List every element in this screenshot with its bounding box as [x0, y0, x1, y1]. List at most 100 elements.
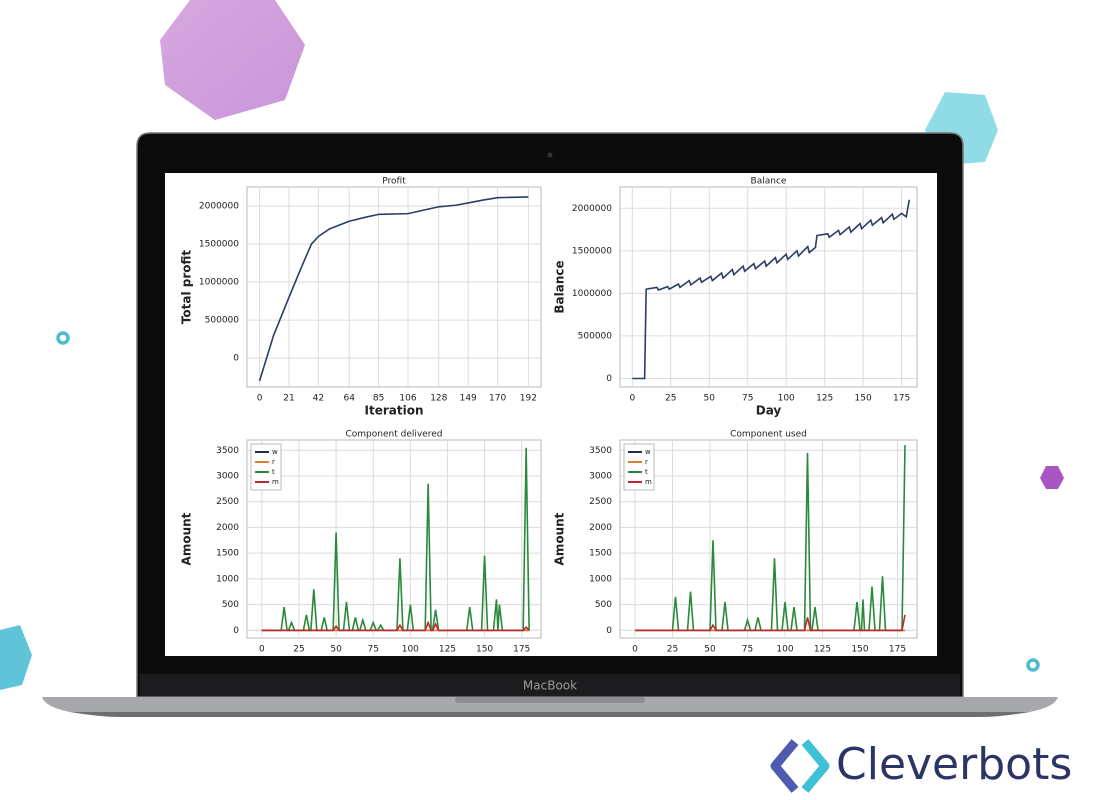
- x-axis-label: Day: [756, 404, 782, 418]
- x-tick-label: 75: [742, 645, 753, 655]
- legend-label: r: [272, 458, 275, 466]
- x-tick-label: 42: [313, 394, 324, 404]
- y-tick-label: 2500: [589, 497, 612, 507]
- chart-title: Balance: [751, 177, 787, 187]
- camera: [547, 152, 553, 158]
- y-tick-label: 1500000: [572, 246, 612, 256]
- x-tick-label: 128: [430, 394, 447, 404]
- y-tick-label: 3500: [216, 446, 239, 456]
- y-tick-label: 3000: [589, 472, 612, 482]
- x-tick-label: 192: [520, 394, 537, 404]
- x-tick-label: 25: [667, 645, 678, 655]
- y-tick-label: 2000: [216, 523, 239, 533]
- y-tick-label: 1500000: [199, 240, 239, 250]
- plot-area: [246, 186, 542, 388]
- legend-label: t: [272, 468, 275, 476]
- x-tick-label: 125: [439, 645, 456, 655]
- data-line: [261, 620, 530, 632]
- legend-label: m: [645, 478, 652, 486]
- logo-mark: [770, 739, 799, 793]
- y-axis-label: Total profit: [180, 250, 194, 325]
- x-tick-label: 21: [283, 394, 294, 404]
- x-tick-label: 75: [367, 645, 378, 655]
- x-tick-label: 149: [460, 394, 477, 404]
- chart-title: Component used: [730, 430, 807, 440]
- data-line: [635, 614, 906, 632]
- x-tick-label: 0: [257, 394, 263, 404]
- x-tick-label: 175: [893, 394, 910, 404]
- x-axis-label: Iteration: [365, 404, 424, 418]
- x-tick-label: 125: [816, 394, 833, 404]
- y-tick-label: 2500: [216, 497, 239, 507]
- x-tick-label: 100: [778, 394, 795, 404]
- x-tick-label: 0: [632, 645, 638, 655]
- x-tick-label: 125: [814, 645, 831, 655]
- x-tick-label: 75: [742, 394, 753, 404]
- legend-label: w: [645, 448, 651, 456]
- y-tick-label: 0: [606, 626, 612, 636]
- laptop-notch: [455, 697, 645, 703]
- y-tick-label: 0: [606, 374, 612, 384]
- bezel-bottom: [140, 674, 960, 696]
- y-tick-label: 2000000: [199, 202, 239, 212]
- laptop-base-shadow: [70, 712, 1030, 717]
- y-tick-label: 3000: [216, 472, 239, 482]
- chart-title: Profit: [382, 177, 406, 187]
- y-tick-label: 2000000: [572, 204, 612, 214]
- x-tick-label: 25: [293, 645, 304, 655]
- x-tick-label: 175: [513, 645, 530, 655]
- y-tick-label: 1500: [589, 549, 612, 559]
- laptop-base: [42, 697, 1058, 712]
- x-tick-label: 100: [402, 645, 419, 655]
- x-tick-label: 25: [665, 394, 676, 404]
- x-tick-label: 100: [776, 645, 793, 655]
- device-label: MacBook: [523, 679, 577, 693]
- brand-name: Cleverbots: [836, 739, 1072, 790]
- legend-label: r: [645, 458, 648, 466]
- y-tick-label: 0: [233, 626, 239, 636]
- y-tick-label: 1500: [216, 549, 239, 559]
- charts: 0 21 42 64 85 106 128 149 170 1920500000100000015…: [180, 177, 918, 655]
- y-tick-label: 0: [233, 354, 239, 364]
- decor-ring: [1026, 658, 1040, 672]
- decor-hexagon: [160, 0, 305, 120]
- x-tick-label: 64: [343, 394, 355, 404]
- x-tick-label: 50: [330, 645, 342, 655]
- decor-ring: [56, 331, 70, 345]
- x-tick-label: 170: [489, 394, 506, 404]
- x-tick-label: 50: [704, 645, 716, 655]
- y-tick-label: 500: [595, 600, 612, 610]
- legend-label: w: [272, 448, 278, 456]
- x-tick-label: 175: [889, 645, 906, 655]
- x-tick-label: 85: [373, 394, 384, 404]
- y-tick-label: 2000: [589, 523, 612, 533]
- y-tick-label: 1000: [589, 574, 612, 584]
- data-line: [632, 199, 911, 380]
- x-tick-label: 50: [704, 394, 716, 404]
- legend-label: m: [272, 478, 279, 486]
- data-line: [258, 196, 529, 382]
- logo-mark: [801, 739, 830, 793]
- y-tick-label: 1000000: [199, 278, 239, 288]
- x-tick-label: 150: [476, 645, 493, 655]
- y-tick-label: 500000: [205, 316, 240, 326]
- y-tick-label: 1000: [216, 574, 239, 584]
- x-tick-label: 106: [399, 394, 416, 404]
- y-axis-label: Amount: [180, 512, 194, 565]
- y-tick-label: 500000: [578, 331, 613, 341]
- y-tick-label: 500: [222, 600, 239, 610]
- x-tick-label: 0: [259, 645, 265, 655]
- decor-hexagon: [0, 625, 32, 690]
- legend-label: t: [645, 468, 648, 476]
- x-tick-label: 150: [855, 394, 872, 404]
- y-tick-label: 1000000: [572, 289, 612, 299]
- x-tick-label: 0: [629, 394, 635, 404]
- x-tick-label: 150: [851, 645, 868, 655]
- plot-area: [619, 439, 918, 639]
- y-axis-label: Amount: [553, 512, 567, 565]
- plot-area: [619, 186, 918, 388]
- y-tick-label: 3500: [589, 446, 612, 456]
- chart-title: Component delivered: [346, 430, 443, 440]
